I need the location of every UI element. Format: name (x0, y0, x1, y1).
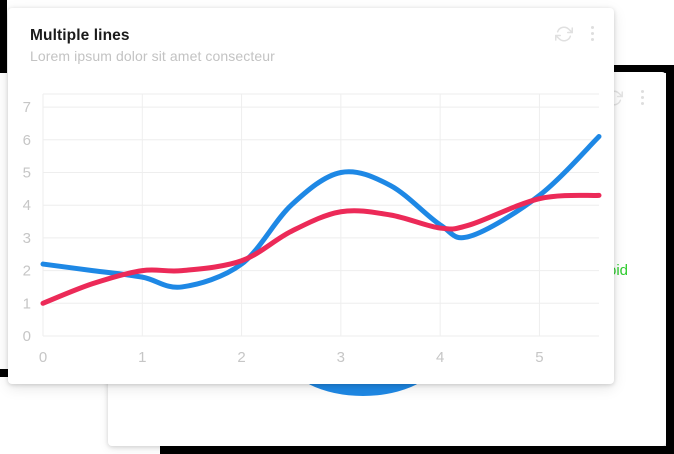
series-line-blue (40, 134, 602, 290)
card-actions (555, 24, 598, 43)
x-axis-tick-label: 4 (436, 349, 444, 364)
card-header: Multiple lines Lorem ipsum dolor sit ame… (8, 8, 614, 64)
x-axis-tick-label: 1 (138, 349, 146, 364)
refresh-icon[interactable] (555, 25, 573, 43)
frame-border-top-right (612, 65, 674, 73)
y-axis-tick-label: 2 (23, 263, 31, 280)
page-title: Multiple lines (30, 27, 130, 44)
chart-svg: 0 1 2 3 4 5 6 7 0 1 2 3 4 5 (23, 93, 602, 364)
y-axis-tick-label: 0 (23, 328, 31, 345)
frame-border-left-top (0, 0, 7, 73)
x-axis-tick-label: 3 (337, 349, 345, 364)
y-axis-tick-label: 5 (23, 164, 31, 181)
frame-border-right (666, 65, 674, 454)
x-axis-tick-label: 0 (39, 349, 47, 364)
y-axis-tick-label: 3 (23, 230, 31, 247)
frame-border-bottom (160, 446, 674, 454)
series-line-red (40, 192, 602, 306)
front-card[interactable]: Multiple lines Lorem ipsum dolor sit ame… (8, 8, 614, 384)
y-axis-tick-label: 1 (23, 295, 31, 312)
y-axis-tick-label: 7 (23, 99, 31, 116)
line-chart[interactable]: 0 1 2 3 4 5 6 7 0 1 2 3 4 5 (8, 64, 614, 364)
more-vertical-icon[interactable] (637, 88, 648, 107)
x-axis-tick-label: 2 (237, 349, 245, 364)
y-axis-tick-label: 6 (23, 132, 31, 149)
card-subtitle: Lorem ipsum dolor sit amet consecteur (30, 48, 275, 64)
more-vertical-icon[interactable] (587, 24, 598, 43)
y-axis-tick-label: 4 (23, 197, 31, 214)
x-axis-tick-label: 5 (535, 349, 543, 364)
